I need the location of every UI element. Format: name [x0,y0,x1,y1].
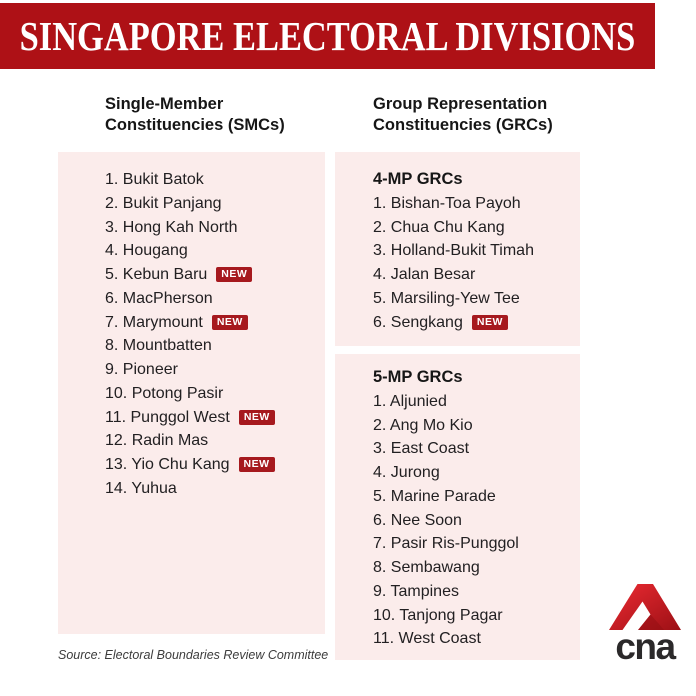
constituency-row: 4. Hougang [105,239,315,263]
constituency-label: 8. Mountbatten [105,337,212,355]
constituency-row: 13. Yio Chu Kang NEW [105,453,315,477]
constituency-row: 5. Kebun Baru NEW [105,263,315,287]
constituency-label: 6. MacPherson [105,289,213,307]
cna-logo-mark-icon [609,584,681,630]
constituency-label: 1. Bishan-Toa Payoh [373,194,521,212]
grc-4mp-list: 1. Bishan-Toa Payoh 2. Chua Chu Kang 3. Ho… [373,192,572,335]
constituency-row: 9. Pioneer [105,358,315,382]
constituency-row: 6. MacPherson [105,287,315,311]
constituency-row: 3. East Coast [373,437,572,461]
grc-column-heading: Group Representation Constituencies (GRC… [373,94,553,135]
grc-heading-line1: Group Representation [373,95,548,113]
constituency-row: 10. Tanjong Pagar [373,604,572,628]
constituency-row: 10. Potong Pasir [105,382,315,406]
grc-4mp-panel: 4-MP GRCs 1. Bishan-Toa Payoh 2. Chua Chu… [335,152,580,346]
grc-5mp-list: 1. Aljunied 2. Ang Mo Kio 3. East Coast 4. … [373,390,572,651]
constituency-label: 11. Punggol West [105,408,230,426]
constituency-label: 5. Marsiling-Yew Tee [373,289,520,307]
constituency-row: 11. Punggol West NEW [105,406,315,430]
grc-5mp-title: 5-MP GRCs [373,368,463,386]
constituency-label: 3. East Coast [373,440,470,458]
constituency-label: 2. Ang Mo Kio [373,416,473,434]
constituency-row: 8. Mountbatten [105,334,315,358]
constituency-label: 2. Chua Chu Kang [373,218,505,236]
constituency-label: 2. Bukit Panjang [105,194,222,212]
new-badge: NEW [238,457,275,473]
constituency-label: 7. Marymount [105,313,203,331]
new-badge: NEW [471,314,508,330]
constituency-label: 5. Kebun Baru [105,266,208,283]
constituency-row: 6. Nee Soon [373,509,572,533]
constituency-row: 9. Tampines [373,580,572,604]
constituency-row: 11. West Coast [373,627,572,651]
constituency-row: 7. Marymount NEW [105,311,315,335]
grc-5mp-panel: 5-MP GRCs 1. Aljunied 2. Ang Mo Kio 3. Eas… [335,354,580,660]
constituency-label: 4. Jalan Besar [373,266,476,283]
constituency-label: 9. Tampines [373,582,459,600]
constituency-row: 8. Sembawang [373,556,572,580]
cna-logo: cna [604,584,686,667]
constituency-label: 7. Pasir Ris-Punggol [373,535,519,553]
constituency-label: 3. Holland-Bukit Timah [373,242,534,260]
constituency-row: 2. Bukit Panjang [105,192,315,216]
page-title: SINGAPORE ELECTORAL DIVISIONS [19,12,636,59]
constituency-label: 1. Bukit Batok [105,171,204,188]
constituency-label: 6. Nee Soon [373,511,462,529]
grc-4mp-title: 4-MP GRCs [373,170,463,188]
constituency-label: 9. Pioneer [105,361,178,378]
constituency-row: 2. Chua Chu Kang [373,216,572,240]
constituency-label: 5. Marine Parade [373,487,496,505]
constituency-row: 5. Marsiling-Yew Tee [373,287,572,311]
constituency-label: 4. Jurong [373,464,440,481]
constituency-row: 3. Hong Kah North [105,216,315,240]
constituency-row: 4. Jalan Besar [373,263,572,287]
new-badge: NEW [238,409,275,425]
header-banner: SINGAPORE ELECTORAL DIVISIONS [0,3,655,69]
constituency-label: 10. Potong Pasir [105,384,224,402]
source-text: Source: Electoral Boundaries Review Comm… [58,648,329,662]
constituency-row: 4. Jurong [373,461,572,485]
constituency-label: 4. Hougang [105,242,188,260]
constituency-row: 1. Bishan-Toa Payoh [373,192,572,216]
constituency-label: 13. Yio Chu Kang [105,456,230,473]
constituency-row: 6. Sengkang NEW [373,311,572,335]
constituency-row: 1. Aljunied [373,390,572,414]
smc-column-heading: Single-Member Constituencies (SMCs) [105,94,285,135]
constituency-row: 14. Yuhua [105,477,315,501]
constituency-label: 1. Aljunied [373,392,447,410]
new-badge: NEW [216,267,253,283]
constituency-label: 10. Tanjong Pagar [373,606,503,624]
constituency-label: 3. Hong Kah North [105,218,238,236]
constituency-row: 2. Ang Mo Kio [373,414,572,438]
cna-wordmark: cna [615,626,676,667]
constituency-row: 12. Radin Mas [105,429,315,453]
grc-heading-line2: Constituencies (GRCs) [373,115,553,134]
smc-heading-line2: Constituencies (SMCs) [105,115,285,134]
constituency-label: 12. Radin Mas [105,432,209,450]
constituency-row: 1. Bukit Batok [105,168,315,192]
constituency-label: 14. Yuhua [105,479,177,497]
constituency-label: 8. Sembawang [373,559,480,576]
constituency-label: 11. West Coast [373,630,481,648]
smc-heading-line1: Single-Member [105,95,224,113]
constituency-row: 5. Marine Parade [373,485,572,509]
smc-list: 1. Bukit Batok 2. Bukit Panjang 3. Hong Ka… [105,168,315,501]
smc-panel: 1. Bukit Batok 2. Bukit Panjang 3. Hong Ka… [58,152,325,634]
constituency-label: 6. Sengkang [373,313,463,331]
constituency-row: 3. Holland-Bukit Timah [373,239,572,263]
new-badge: NEW [211,314,248,330]
constituency-row: 7. Pasir Ris-Punggol [373,532,572,556]
